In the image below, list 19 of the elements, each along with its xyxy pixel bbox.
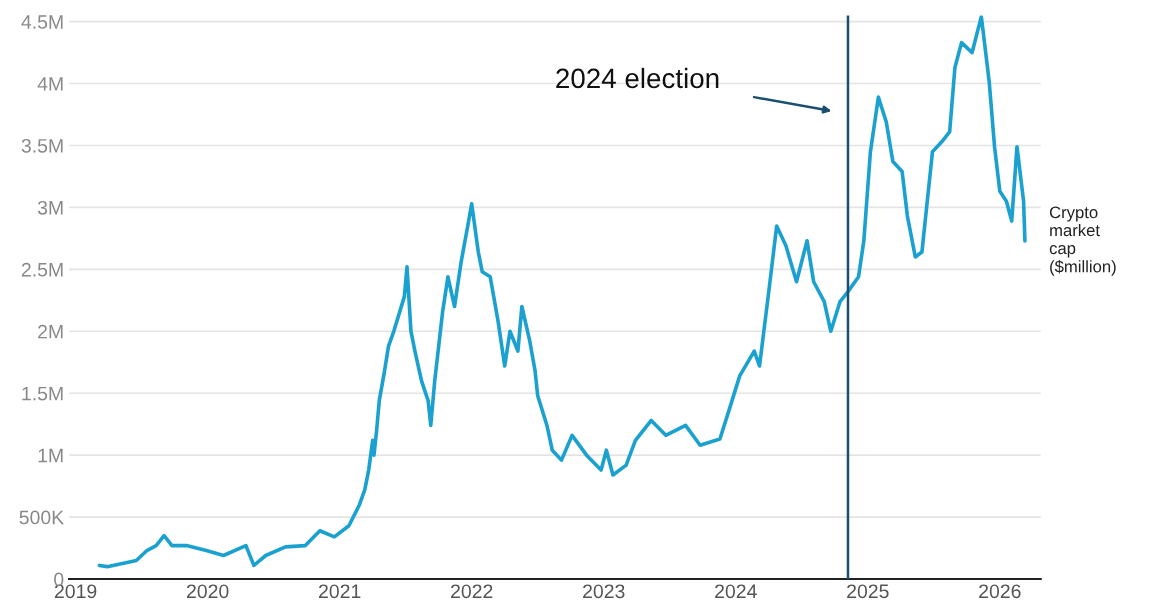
x-tick-label: 2023 [583,584,625,599]
y-tick-label: 1.5M [22,386,63,401]
annotation: 2024 election [556,67,719,89]
y-tick-label: 500K [19,510,64,525]
y-tick-label: 3.5M [21,138,63,153]
y-tick-label: 2.5M [21,262,63,277]
x-tick-label: 2020 [186,584,229,599]
y-tick-label: 4.5M [21,15,63,29]
y-tick-label: 3M [37,200,63,215]
x-tick-label: 2025 [847,584,889,599]
x-tick-label: 2021 [319,584,361,599]
y-tick-label: 1M [38,448,63,463]
y-tick-label: 4M [37,77,63,91]
x-tick-label: 2024 [715,584,757,599]
y-tick-label: 2M [38,324,63,339]
line-series [97,15,1027,569]
x-tick-label: 2022 [451,584,493,599]
x-tick-label: 2026 [979,584,1021,599]
series-label: Crypto market cap ($million) [1049,206,1116,276]
